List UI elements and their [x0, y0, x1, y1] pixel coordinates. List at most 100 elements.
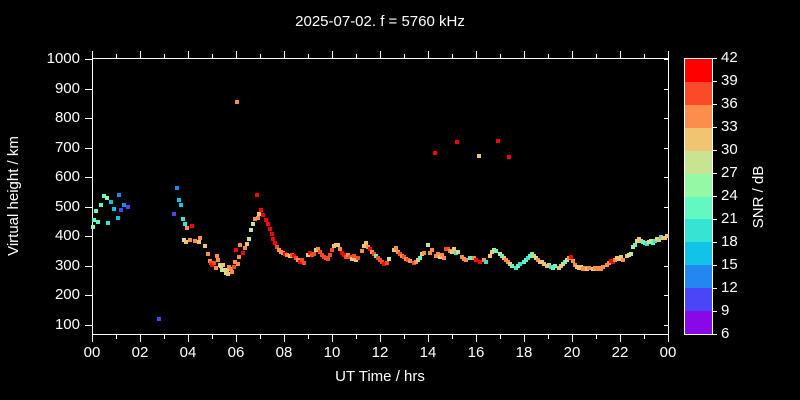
data-point — [366, 244, 370, 249]
data-point — [546, 263, 551, 267]
data-point — [629, 252, 634, 257]
data-point — [198, 236, 202, 241]
data-point — [355, 255, 360, 260]
data-point — [174, 186, 179, 191]
data-point — [373, 253, 378, 258]
colorbar-tick-label: 36 — [721, 95, 738, 112]
data-point — [408, 258, 412, 263]
data-point — [183, 221, 188, 226]
data-point — [541, 262, 546, 267]
data-point — [657, 237, 662, 242]
x-tick-label: 06 — [227, 344, 245, 361]
x-minor-tick — [644, 335, 645, 339]
data-point — [261, 213, 266, 218]
data-point — [529, 252, 534, 257]
data-point — [222, 268, 227, 273]
data-point — [504, 257, 508, 262]
data-point — [313, 247, 318, 252]
x-tick — [428, 51, 429, 58]
data-point — [208, 258, 213, 263]
x-tick — [188, 51, 189, 58]
data-point — [90, 225, 95, 230]
y-tick — [85, 295, 92, 296]
x-axis-label: UT Time / hrs — [335, 368, 425, 385]
data-point — [257, 211, 262, 216]
data-point — [510, 263, 514, 268]
data-point — [214, 265, 219, 270]
data-point — [106, 221, 111, 226]
x-minor-tick — [548, 335, 549, 339]
data-point — [436, 252, 441, 257]
y-tick — [664, 89, 669, 90]
data-point — [220, 268, 225, 273]
data-point — [328, 252, 333, 257]
colorbar-tick — [713, 104, 717, 105]
colorbar-tick-label: 24 — [721, 187, 738, 204]
data-point — [282, 252, 287, 257]
data-point — [587, 265, 592, 270]
x-minor-tick — [404, 54, 405, 58]
data-point — [526, 255, 531, 260]
data-point — [636, 236, 641, 241]
data-point — [442, 255, 447, 260]
colorbar-segment — [685, 219, 712, 243]
x-tick — [380, 335, 381, 342]
data-point — [235, 262, 240, 267]
data-point — [330, 247, 334, 252]
x-tick — [284, 51, 285, 58]
data-point — [557, 265, 562, 270]
y-tick — [85, 266, 92, 267]
data-point — [468, 255, 472, 260]
data-point — [387, 256, 392, 261]
x-tick — [188, 335, 189, 342]
data-point — [223, 270, 228, 275]
data-point — [102, 194, 106, 199]
colorbar-tick — [713, 81, 717, 82]
data-point — [653, 239, 658, 244]
x-minor-tick — [452, 335, 453, 339]
x-tick-label: 00 — [659, 344, 677, 361]
data-point — [450, 249, 454, 254]
x-minor-tick — [596, 335, 597, 339]
data-point — [654, 236, 659, 241]
data-point — [319, 252, 324, 257]
colorbar-tick-label: 18 — [721, 233, 738, 250]
x-minor-tick — [356, 335, 357, 339]
data-point — [582, 265, 587, 270]
data-point — [249, 228, 254, 233]
data-point — [119, 208, 124, 213]
x-tick — [140, 51, 141, 58]
data-point — [633, 242, 638, 247]
data-point — [648, 239, 653, 244]
x-tick-label: 14 — [419, 344, 437, 361]
x-minor-tick — [212, 335, 213, 339]
data-point — [438, 255, 442, 260]
colorbar-tick — [713, 219, 717, 220]
x-minor-tick — [596, 54, 597, 58]
data-point — [522, 260, 526, 265]
x-tick-label: 16 — [467, 344, 485, 361]
data-point — [264, 218, 268, 223]
data-point — [394, 245, 399, 250]
y-tick-label: 700 — [54, 139, 80, 156]
data-point — [558, 263, 563, 268]
x-tick-label: 04 — [179, 344, 197, 361]
data-point — [605, 263, 610, 267]
x-tick-label: 08 — [275, 344, 293, 361]
data-point — [361, 244, 366, 249]
x-minor-tick — [260, 54, 261, 58]
colorbar-tick — [713, 334, 717, 335]
data-point — [316, 247, 321, 252]
data-point — [534, 255, 538, 260]
colorbar-segment — [685, 127, 712, 152]
data-point — [421, 250, 426, 255]
data-point — [576, 265, 581, 270]
y-tick-label: 900 — [54, 80, 80, 97]
data-point — [490, 249, 495, 254]
x-tick — [284, 335, 285, 342]
data-point — [426, 242, 430, 247]
data-point — [112, 207, 117, 212]
colorbar-tick — [713, 173, 717, 174]
y-tick — [664, 207, 669, 208]
